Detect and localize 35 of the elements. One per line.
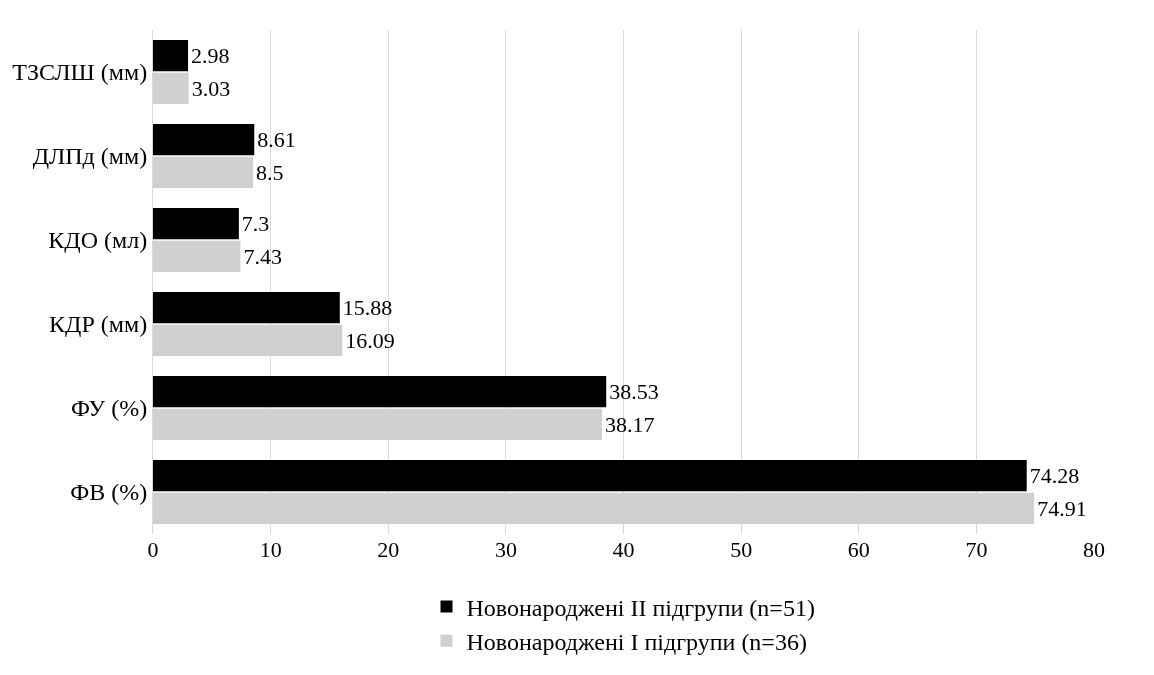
data-label: 7.3 bbox=[241, 211, 270, 237]
data-label: 8.61 bbox=[257, 127, 296, 153]
x-tick-label: 60 bbox=[847, 537, 870, 562]
x-tick-label: 50 bbox=[730, 537, 753, 562]
bar bbox=[153, 292, 340, 324]
x-tick-label: 70 bbox=[965, 537, 988, 562]
bar bbox=[153, 208, 239, 240]
legend-label: Новонароджені І підгрупи (n=36) bbox=[466, 629, 807, 656]
bar bbox=[153, 460, 1027, 492]
data-label: 74.91 bbox=[1037, 495, 1087, 521]
y-tick-label: КДО (мл) bbox=[48, 227, 148, 254]
bar bbox=[153, 40, 189, 72]
data-label: 16.09 bbox=[345, 327, 395, 353]
x-tick-label: 80 bbox=[1083, 537, 1105, 562]
legend-label: Новонароджені ІІ підгрупи (n=51) bbox=[466, 594, 815, 621]
x-tick-label: 0 bbox=[147, 537, 159, 562]
x-tick-label: 10 bbox=[259, 537, 282, 562]
data-label: 38.53 bbox=[609, 379, 659, 405]
y-tick-label: ФВ (%) bbox=[70, 479, 148, 506]
y-tick-label: ТЗСЛШ (мм) bbox=[12, 59, 148, 86]
data-label: 2.98 bbox=[191, 43, 230, 69]
y-tick-label: ДЛПд (мм) bbox=[32, 143, 148, 170]
x-tick-label: 30 bbox=[494, 537, 517, 562]
data-label: 7.43 bbox=[243, 243, 282, 269]
data-label: 74.28 bbox=[1029, 463, 1080, 489]
y-tick-label: КДР (мм) bbox=[49, 311, 148, 338]
data-label: 8.5 bbox=[255, 159, 284, 185]
y-tick-label: ФУ (%) bbox=[71, 395, 148, 422]
data-label: 3.03 bbox=[191, 75, 231, 101]
x-tick-label: 40 bbox=[612, 537, 635, 562]
bar bbox=[153, 124, 255, 156]
bar bbox=[153, 376, 607, 408]
data-label: 38.17 bbox=[604, 411, 655, 437]
data-label: 15.88 bbox=[342, 295, 393, 321]
x-tick-label: 20 bbox=[377, 537, 400, 562]
